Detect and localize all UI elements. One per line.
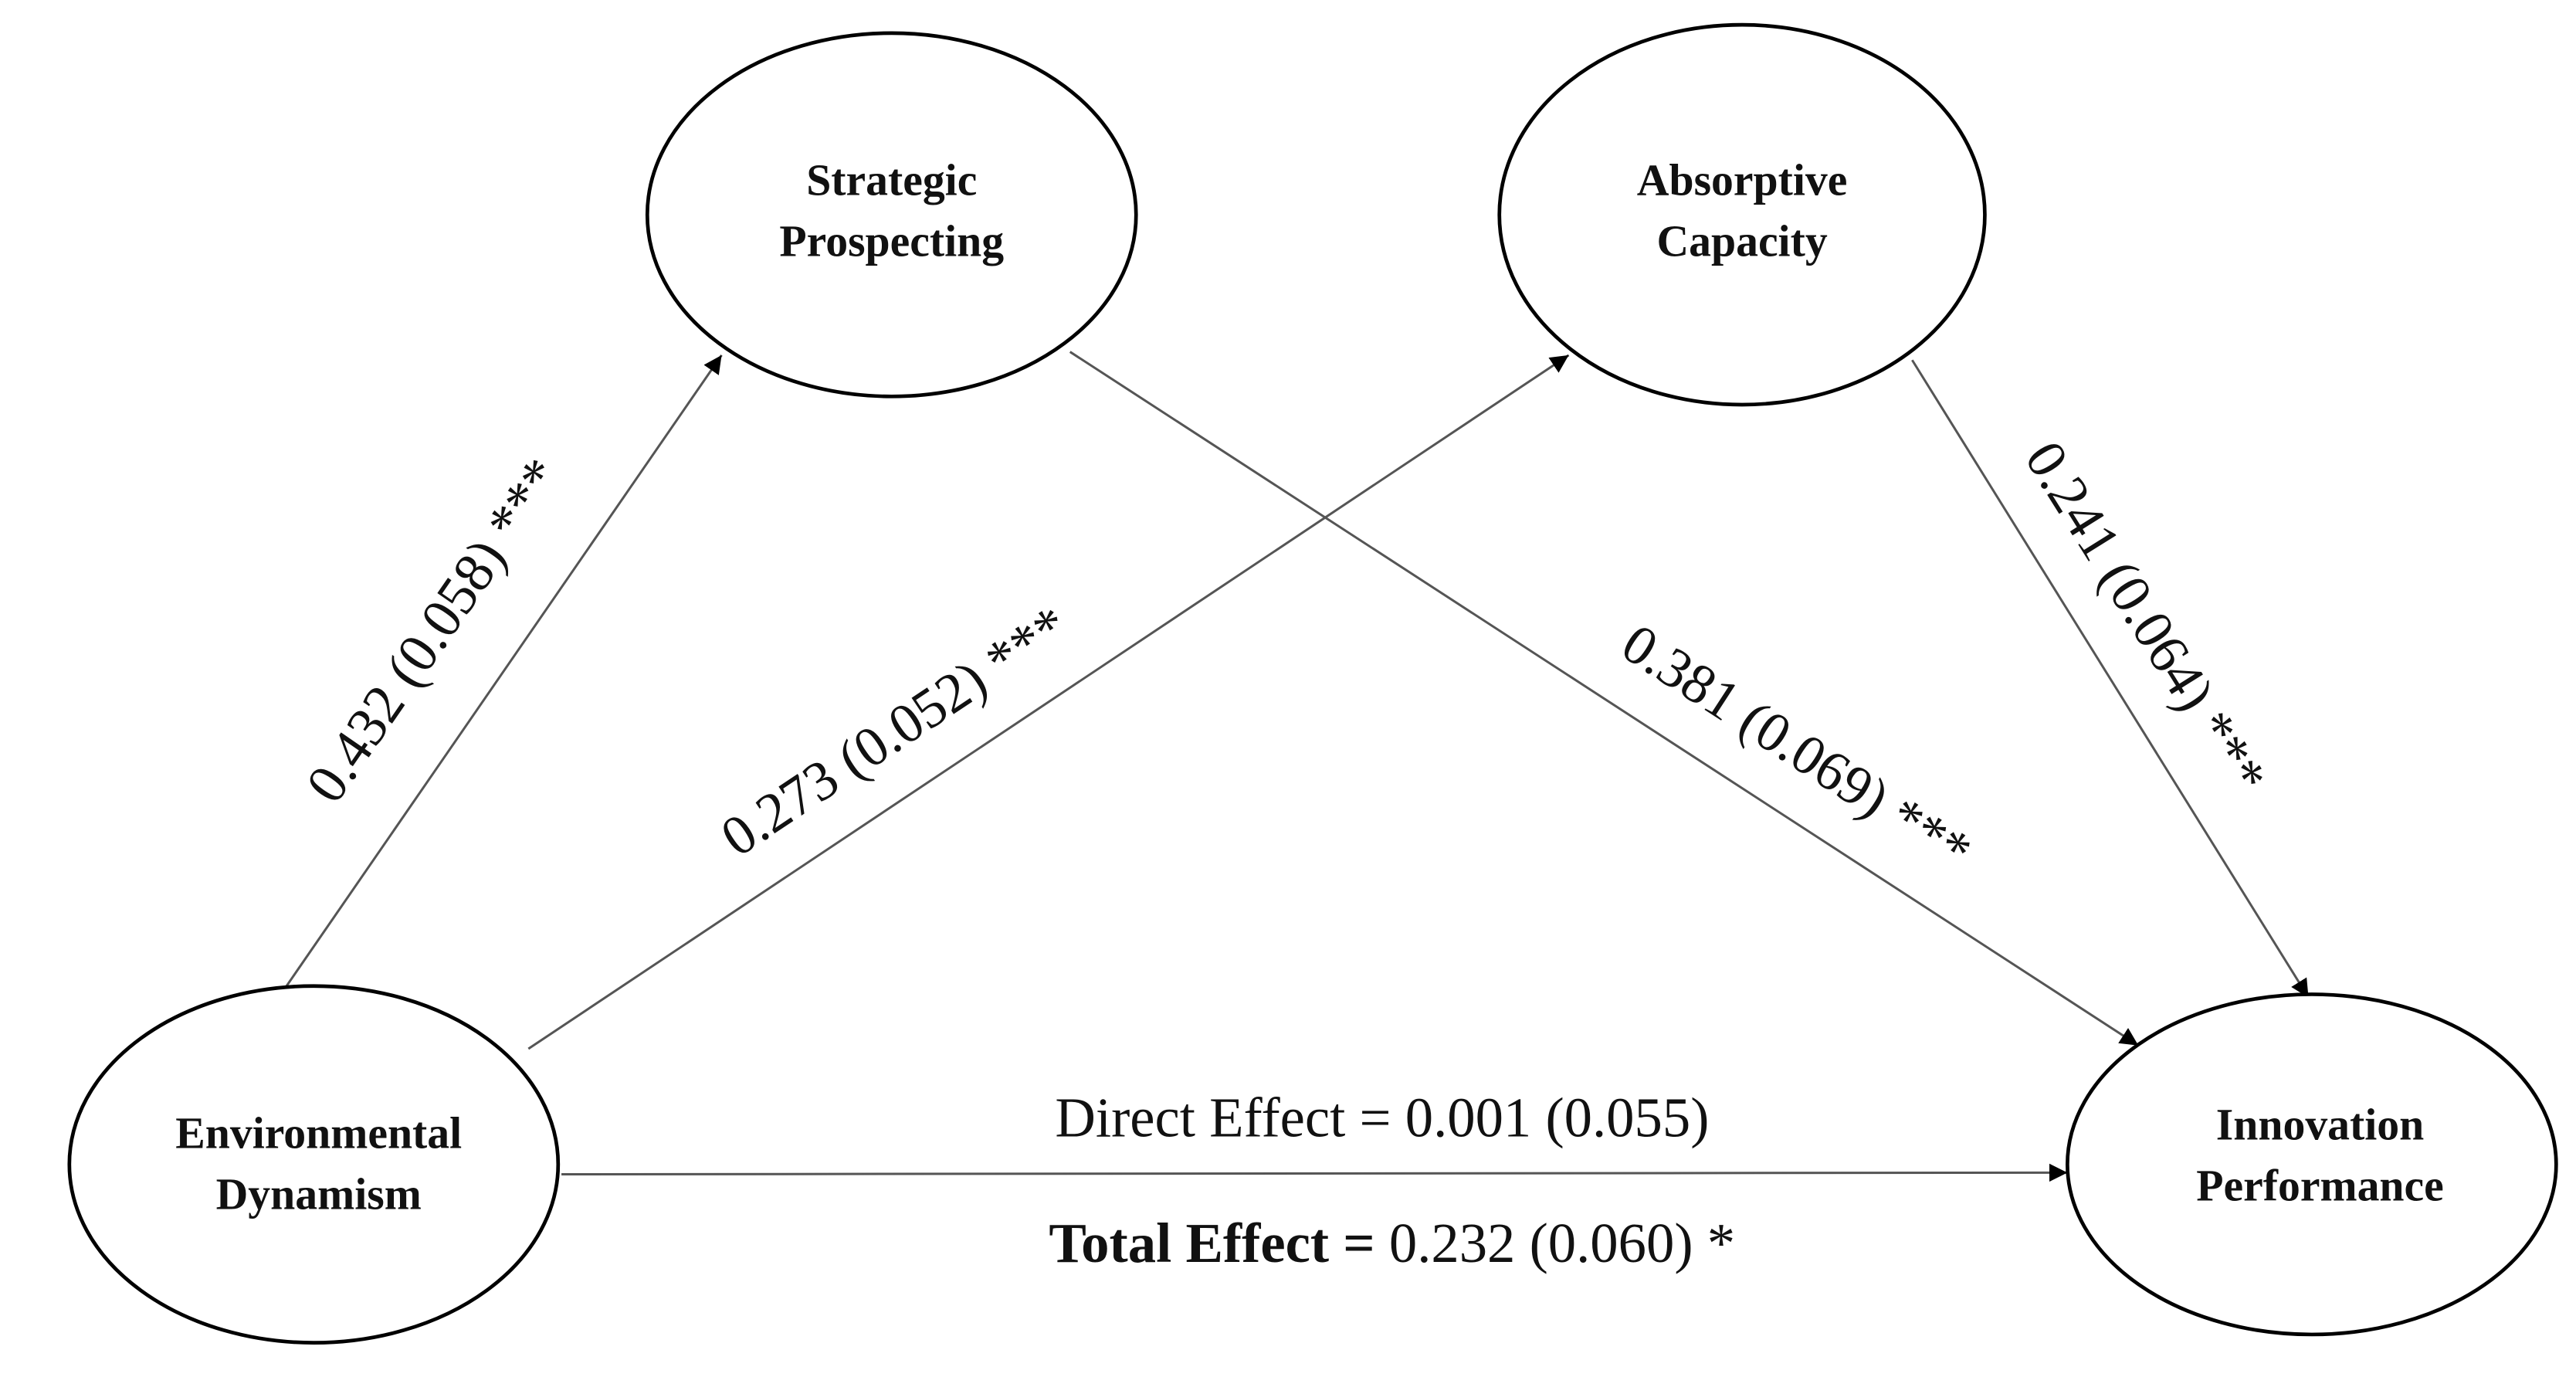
arrow xyxy=(276,354,723,1000)
node xyxy=(645,31,1138,399)
arrow xyxy=(561,1163,2068,1182)
node-label: Performance xyxy=(2196,1162,2443,1211)
edge-label: 0.241 (0.064) *** xyxy=(2013,430,2279,805)
edge-label: 0.381 (0.069) *** xyxy=(1612,612,1983,884)
node xyxy=(1497,22,1987,407)
node-label: Absorptive xyxy=(1637,156,1848,205)
total-effect-value: 0.232 (0.060) * xyxy=(1389,1212,1735,1274)
total-effect-label: Total Effect = xyxy=(1049,1212,1374,1274)
node xyxy=(67,984,561,1345)
node xyxy=(2066,992,2558,1337)
node-label: Prospecting xyxy=(779,218,1004,266)
direct-effect-label: Direct Effect = xyxy=(1055,1086,1391,1148)
total-effect: Total Effect = 0.232 (0.060) * xyxy=(1049,1212,1735,1274)
node-label: Dynamism xyxy=(216,1170,422,1219)
node-label: Innovation xyxy=(2216,1101,2424,1150)
node-label: Strategic xyxy=(806,156,977,205)
arrow xyxy=(1069,351,2140,1046)
node-label: Capacity xyxy=(1656,218,1827,266)
direct-effect: Direct Effect = 0.001 (0.055) xyxy=(1055,1086,1709,1148)
direct-effect-value: 0.001 (0.055) xyxy=(1405,1086,1710,1148)
arrow xyxy=(527,354,1570,1050)
arrow xyxy=(1911,359,2310,999)
node-label: Environmental xyxy=(175,1109,462,1158)
edge-label: 0.273 (0.052) *** xyxy=(710,593,1079,868)
